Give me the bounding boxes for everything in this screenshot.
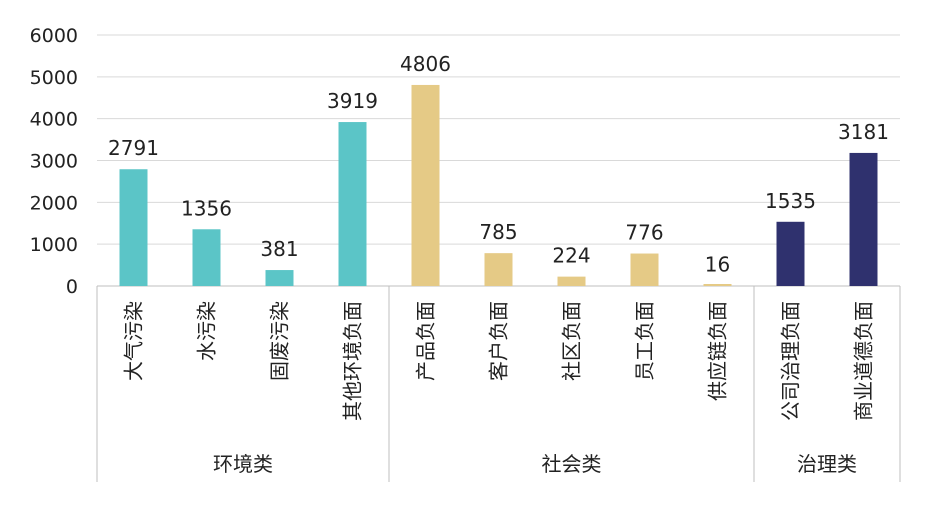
x-tick-label: 产品负面 — [414, 301, 438, 381]
data-label: 3181 — [838, 120, 889, 144]
y-tick-label: 2000 — [30, 192, 78, 214]
group-label: 环境类 — [213, 452, 273, 476]
bar — [703, 284, 732, 286]
x-tick-label: 水污染 — [195, 301, 219, 361]
group-label: 社会类 — [542, 452, 602, 476]
bar — [557, 276, 586, 286]
x-tick-label: 商业道德负面 — [852, 301, 876, 421]
bar — [119, 169, 148, 286]
data-label: 381 — [260, 237, 298, 261]
x-tick-label: 员工负面 — [633, 301, 657, 381]
data-label: 2791 — [108, 136, 159, 160]
y-tick-label: 4000 — [30, 109, 78, 131]
y-tick-label: 5000 — [30, 67, 78, 89]
data-label: 224 — [552, 244, 590, 268]
y-tick-label: 3000 — [30, 151, 78, 173]
y-tick-label: 6000 — [30, 25, 78, 47]
x-tick-label: 大气污染 — [122, 301, 146, 381]
group-label: 治理类 — [797, 452, 857, 476]
x-tick-label: 客户负面 — [487, 301, 511, 381]
x-tick-label: 供应链负面 — [706, 301, 730, 401]
data-label: 4806 — [400, 52, 451, 76]
bar — [338, 122, 367, 286]
data-label: 785 — [479, 220, 517, 244]
y-tick-label: 0 — [66, 276, 78, 298]
x-tick-label: 其他环境负面 — [341, 301, 365, 421]
bar — [484, 253, 513, 286]
data-label: 776 — [625, 221, 663, 245]
bar — [630, 253, 659, 286]
data-label: 1356 — [181, 196, 232, 220]
bar — [192, 229, 221, 286]
data-label: 1535 — [765, 189, 816, 213]
x-tick-label: 固废污染 — [268, 301, 292, 381]
bar — [776, 221, 805, 286]
bar — [849, 152, 878, 286]
x-tick-label: 公司治理负面 — [779, 301, 803, 421]
bar — [411, 84, 440, 286]
bar — [265, 270, 294, 286]
x-tick-label: 社区负面 — [560, 301, 584, 381]
data-label: 3919 — [327, 89, 378, 113]
y-tick-label: 1000 — [30, 234, 78, 256]
data-label: 16 — [705, 252, 730, 276]
